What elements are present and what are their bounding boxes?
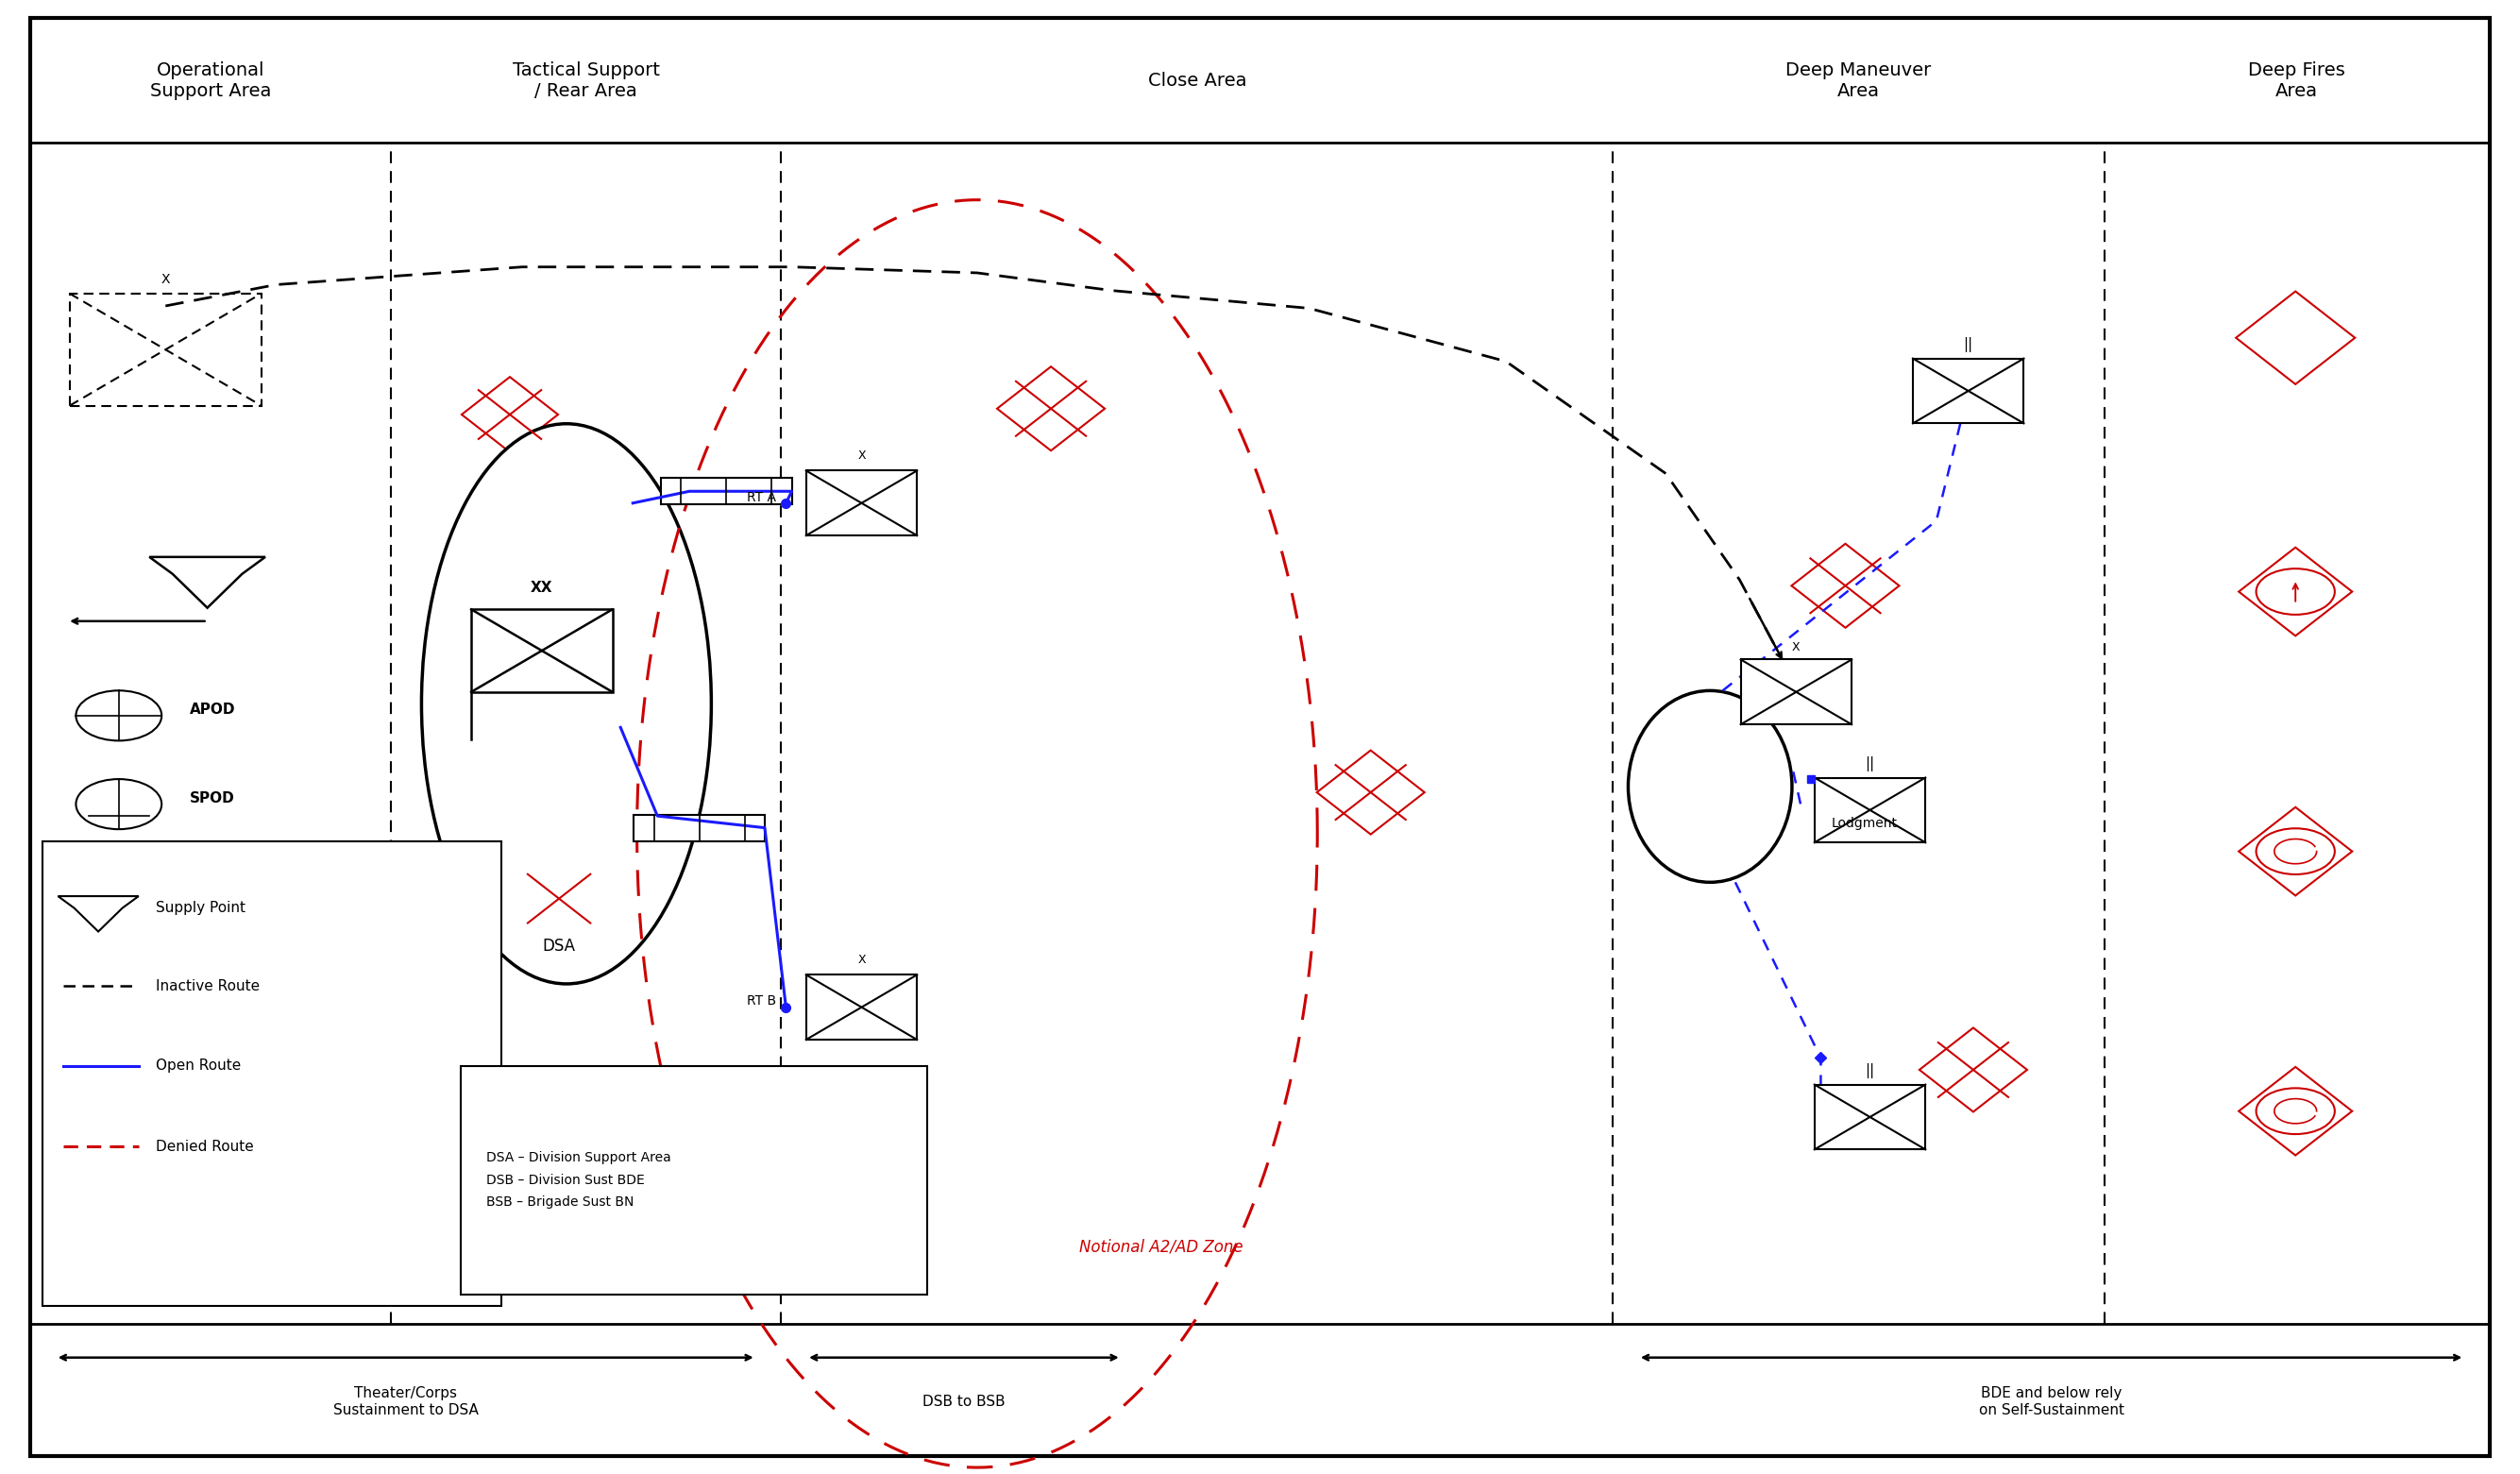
Polygon shape <box>461 377 557 453</box>
Text: APOD: APOD <box>189 703 234 716</box>
Text: Close Area: Close Area <box>1147 71 1247 90</box>
Bar <box>471 609 612 691</box>
Text: DSA – Division Support Area
DSB – Division Sust BDE
BSB – Brigade Sust BN: DSA – Division Support Area DSB – Divisi… <box>486 1151 670 1209</box>
Text: Operational
Support Area: Operational Support Area <box>149 60 272 100</box>
Bar <box>1741 659 1852 724</box>
Bar <box>1814 1085 1925 1150</box>
Bar <box>71 293 262 405</box>
Polygon shape <box>1920 1027 2026 1111</box>
Circle shape <box>2255 1088 2334 1134</box>
Text: X: X <box>857 954 867 965</box>
Text: DSA: DSA <box>542 937 575 954</box>
Polygon shape <box>998 367 1104 451</box>
Text: ||: || <box>1963 338 1973 352</box>
Bar <box>43 842 501 1306</box>
Text: Inactive Route: Inactive Route <box>156 979 260 993</box>
Text: Lodgment: Lodgment <box>1832 817 1898 830</box>
Bar <box>1913 358 2024 423</box>
Bar <box>461 1066 927 1294</box>
Text: Open Route: Open Route <box>156 1058 242 1073</box>
Text: Notional A2/AD Zone: Notional A2/AD Zone <box>1079 1238 1242 1256</box>
Text: SPOD: SPOD <box>189 792 234 805</box>
Circle shape <box>76 780 161 830</box>
Text: BDE and below rely
on Self-Sustainment: BDE and below rely on Self-Sustainment <box>1978 1387 2124 1417</box>
Circle shape <box>2255 828 2334 874</box>
Polygon shape <box>1792 544 1900 628</box>
FancyBboxPatch shape <box>30 18 2490 1456</box>
Text: RT B: RT B <box>746 995 776 1008</box>
Circle shape <box>76 690 161 740</box>
Text: Tactical Support
/ Rear Area: Tactical Support / Rear Area <box>512 60 660 100</box>
Text: Theater/Corps
Sustainment to DSA: Theater/Corps Sustainment to DSA <box>333 1387 479 1417</box>
Text: ||: || <box>1865 1064 1875 1079</box>
Text: RT A: RT A <box>746 491 776 504</box>
Circle shape <box>2255 569 2334 615</box>
Polygon shape <box>2238 808 2351 896</box>
Bar <box>1814 778 1925 843</box>
Text: X: X <box>1792 641 1799 653</box>
Polygon shape <box>2235 292 2356 385</box>
Polygon shape <box>512 861 607 936</box>
Text: Supply Point: Supply Point <box>156 901 247 915</box>
Bar <box>633 815 764 842</box>
Ellipse shape <box>421 423 711 983</box>
Text: ||: || <box>1865 756 1875 772</box>
Polygon shape <box>149 557 265 607</box>
Polygon shape <box>1318 750 1424 834</box>
Text: X: X <box>161 273 169 286</box>
Text: DSB to BSB: DSB to BSB <box>922 1394 1005 1409</box>
Text: XX: XX <box>532 581 552 594</box>
Text: Deep Fires
Area: Deep Fires Area <box>2248 60 2346 100</box>
Text: Denied Route: Denied Route <box>156 1139 255 1154</box>
Bar <box>806 974 917 1039</box>
Polygon shape <box>2238 1067 2351 1156</box>
Ellipse shape <box>1628 691 1792 883</box>
Polygon shape <box>2238 547 2351 635</box>
Text: Deep Maneuver
Area: Deep Maneuver Area <box>1787 60 1930 100</box>
Polygon shape <box>58 896 139 932</box>
Text: X: X <box>857 450 867 461</box>
Bar <box>806 470 917 535</box>
Bar <box>660 478 791 504</box>
